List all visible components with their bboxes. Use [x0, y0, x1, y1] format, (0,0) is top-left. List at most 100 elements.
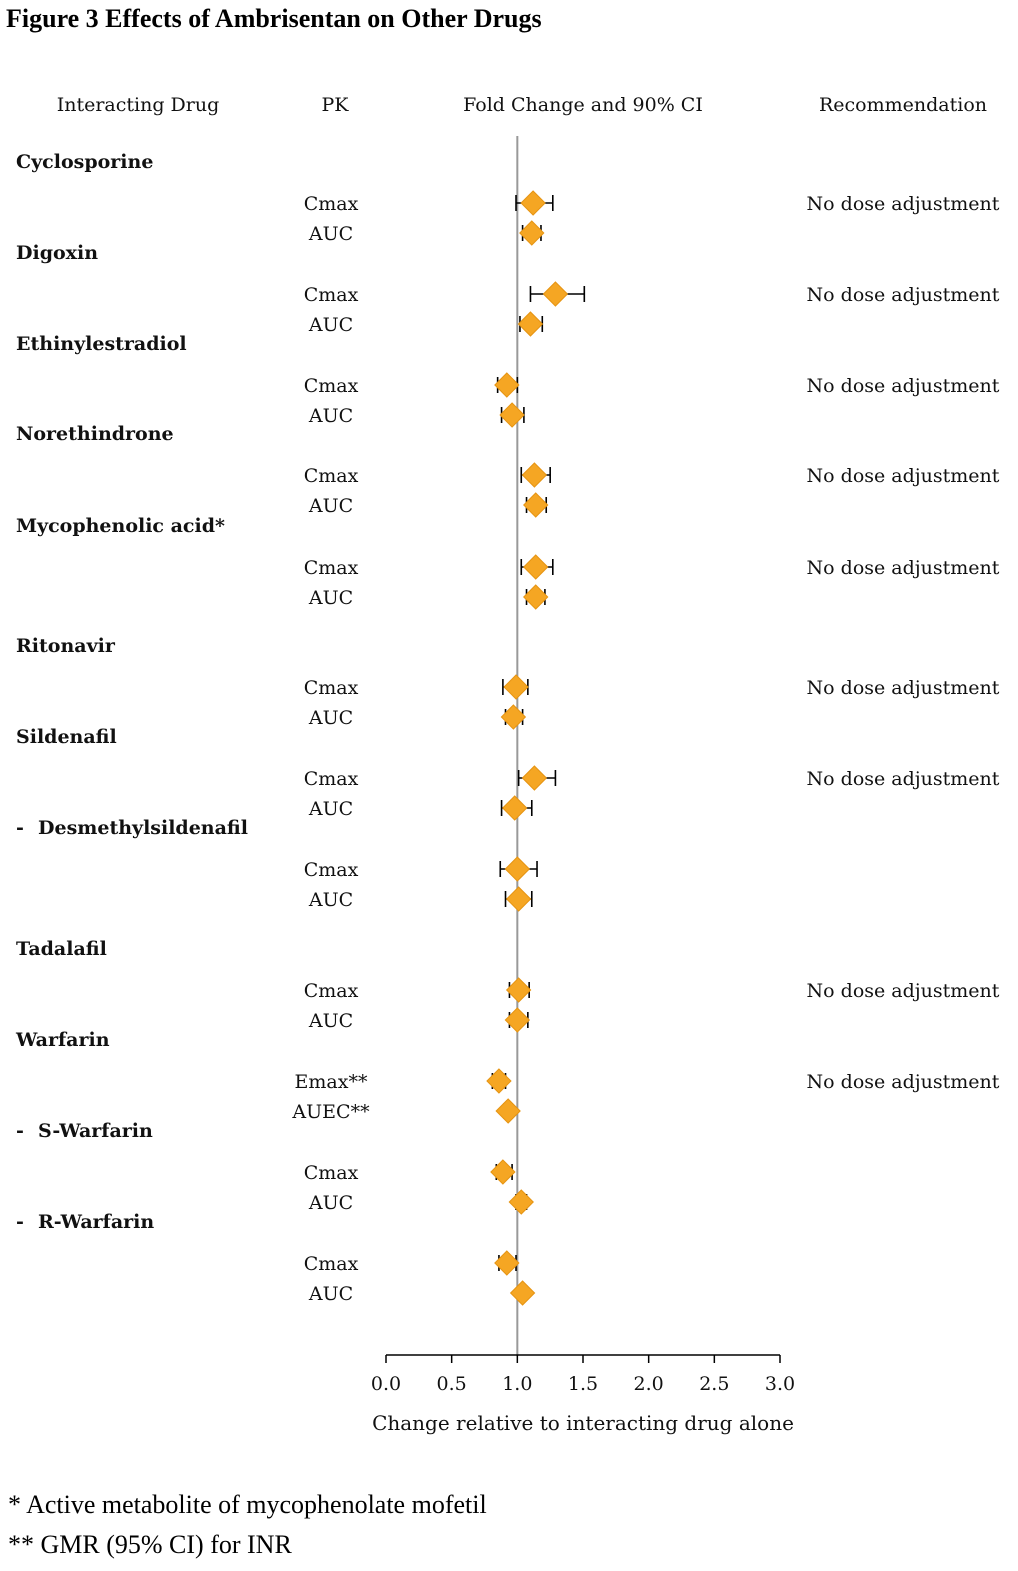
pk-label: Cmax	[304, 859, 359, 881]
x-tick-label: 2.0	[634, 1373, 664, 1395]
drug-label: Ethinylestradiol	[16, 333, 187, 355]
drug-label: Norethindrone	[16, 423, 174, 445]
pk-label: Cmax	[304, 375, 359, 397]
recommendation-label: No dose adjustment	[807, 465, 1000, 487]
estimate-marker	[542, 281, 569, 307]
pk-label: Cmax	[304, 980, 359, 1002]
x-tick-label: 1.5	[568, 1373, 598, 1395]
estimate-marker	[519, 220, 545, 246]
header-fold-change: Fold Change and 90% CI	[463, 94, 703, 116]
pk-label: AUC	[308, 1283, 353, 1305]
sub-drug-dash: -	[16, 817, 24, 839]
x-axis-label: Change relative to interacting drug alon…	[372, 1411, 794, 1435]
drug-label: S-Warfarin	[38, 1120, 153, 1142]
pk-label: Cmax	[304, 557, 359, 579]
pk-label: Emax**	[295, 1071, 368, 1093]
drug-group: Ritonavir Cmax No dose adjustment AUC	[16, 635, 1000, 730]
estimate-marker	[499, 402, 525, 428]
estimate-marker	[504, 1007, 531, 1033]
drug-label: Warfarin	[15, 1029, 110, 1051]
header-recommendation: Recommendation	[819, 94, 987, 116]
pk-label: Cmax	[304, 768, 359, 790]
estimate-marker	[494, 372, 520, 398]
pk-label: Cmax	[304, 465, 359, 487]
pk-label: AUC	[308, 314, 353, 336]
estimate-marker	[523, 554, 549, 580]
header-pk: PK	[322, 94, 350, 116]
estimate-marker	[520, 190, 546, 216]
estimate-marker	[523, 584, 549, 610]
pk-label: Cmax	[304, 284, 359, 306]
estimate-marker	[505, 886, 532, 912]
drug-group: Warfarin Emax** No dose adjustment AUEC**	[15, 1029, 1000, 1124]
drug-label: Sildenafil	[16, 726, 117, 748]
x-axis: 0.0 0.5 1.0 1.5 2.0 2.5 3.0	[371, 1354, 795, 1395]
pk-label: AUC	[308, 798, 353, 820]
pk-label: AUC	[308, 587, 353, 609]
drug-group: Cyclosporine Cmax No dose adjustment AUC	[16, 151, 1000, 246]
pk-label: AUEC**	[291, 1101, 370, 1123]
x-tick-label: 3.0	[765, 1373, 795, 1395]
pk-label: AUC	[308, 1192, 353, 1214]
recommendation-label: No dose adjustment	[807, 193, 1000, 215]
recommendation-label: No dose adjustment	[807, 1071, 1000, 1093]
recommendation-label: No dose adjustment	[807, 284, 1000, 306]
drug-group: - R-Warfarin Cmax AUC	[16, 1211, 536, 1306]
pk-label: Cmax	[304, 1253, 359, 1275]
pk-label: AUC	[308, 889, 353, 911]
estimate-marker	[521, 462, 548, 488]
pk-label: Cmax	[304, 193, 359, 215]
pk-label: AUC	[308, 1010, 353, 1032]
figure-title: Figure 3 Effects of Ambrisentan on Other…	[6, 4, 542, 33]
footnote-1: * Active metabolite of mycophenolate mof…	[8, 1490, 487, 1519]
estimate-marker	[508, 1189, 534, 1215]
recommendation-label: No dose adjustment	[807, 768, 1000, 790]
estimate-marker	[523, 492, 549, 518]
drug-group: Sildenafil Cmax No dose adjustment AUC	[16, 726, 1000, 821]
column-headers: Interacting Drug PK Fold Change and 90% …	[57, 94, 987, 116]
pk-label: AUC	[308, 707, 353, 729]
pk-label: Cmax	[304, 1162, 359, 1184]
drug-label: R-Warfarin	[38, 1211, 154, 1233]
recommendation-label: No dose adjustment	[807, 677, 1000, 699]
recommendation-label: No dose adjustment	[807, 557, 1000, 579]
pk-label: AUC	[308, 223, 353, 245]
pk-label: AUC	[308, 405, 353, 427]
drug-label: Ritonavir	[16, 635, 116, 657]
drug-group: Norethindrone Cmax No dose adjustment AUC	[16, 423, 1000, 518]
recommendation-label: No dose adjustment	[807, 375, 1000, 397]
estimate-marker	[494, 1250, 520, 1276]
drug-group: Ethinylestradiol Cmax No dose adjustment AU…	[16, 333, 1000, 428]
estimate-marker	[504, 856, 531, 882]
drug-group: Tadalafil Cmax No dose adjustment AUC	[16, 938, 1000, 1033]
estimate-marker	[486, 1068, 512, 1094]
estimate-marker	[495, 1098, 521, 1124]
pk-label: AUC	[308, 495, 353, 517]
recommendation-label: No dose adjustment	[807, 980, 1000, 1002]
drug-group: - S-Warfarin Cmax AUC	[16, 1120, 534, 1215]
estimate-marker	[517, 311, 544, 337]
estimate-marker	[505, 977, 532, 1003]
drug-label: Cyclosporine	[16, 151, 153, 173]
estimate-marker	[503, 674, 529, 700]
header-interacting-drug: Interacting Drug	[57, 94, 220, 116]
estimate-marker	[490, 1159, 516, 1185]
drug-label: Digoxin	[16, 242, 98, 264]
drug-group: Mycophenolic acid* Cmax No dose adjustment…	[16, 515, 1000, 610]
estimate-marker	[500, 704, 527, 730]
sub-drug-dash: -	[16, 1211, 24, 1233]
footnote-2: ** GMR (95% CI) for INR	[8, 1530, 292, 1559]
x-tick-label: 1.0	[502, 1373, 532, 1395]
drug-label: Desmethylsildenafil	[38, 817, 248, 839]
x-tick-label: 0.0	[371, 1373, 401, 1395]
drug-label: Mycophenolic acid*	[16, 515, 225, 537]
x-tick-label: 2.5	[699, 1373, 729, 1395]
sub-drug-dash: -	[16, 1120, 24, 1142]
estimate-marker	[521, 765, 548, 791]
drug-group: Digoxin Cmax No dose adjustment AUC	[16, 242, 1000, 337]
estimate-marker	[509, 1280, 536, 1306]
drug-label: Tadalafil	[16, 938, 107, 960]
estimate-marker	[501, 795, 528, 821]
